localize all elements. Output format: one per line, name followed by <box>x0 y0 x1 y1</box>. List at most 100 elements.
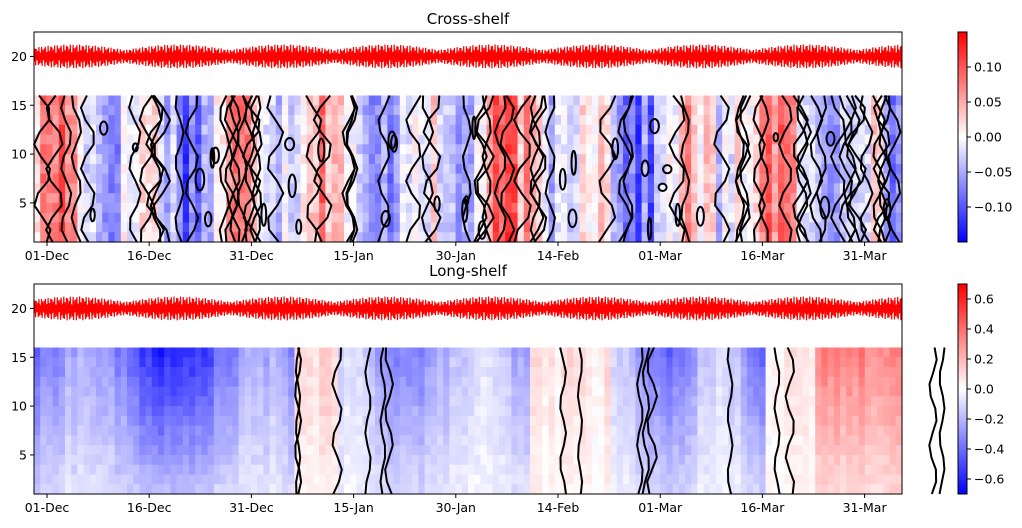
heatmap-cell <box>641 484 649 495</box>
heatmap-cell <box>585 115 593 126</box>
heatmap-cell <box>151 415 159 427</box>
heatmap-cell <box>592 347 599 358</box>
heatmap-cell <box>418 105 426 116</box>
heatmap-cell <box>827 415 835 427</box>
heatmap-cell <box>691 232 698 243</box>
heatmap-cell <box>114 202 122 214</box>
heatmap-cell <box>189 435 196 446</box>
heatmap-cell <box>244 95 252 106</box>
heatmap-cell <box>207 163 215 175</box>
heatmap-cell <box>461 415 469 427</box>
heatmap-cell <box>207 376 215 388</box>
heatmap-cell <box>96 134 103 145</box>
heatmap-cell <box>561 347 568 358</box>
heatmap-cell <box>282 454 289 466</box>
heatmap-cell <box>275 406 283 417</box>
heatmap-cell <box>536 115 543 126</box>
heatmap-cell <box>691 154 698 165</box>
heatmap-cell <box>114 396 122 407</box>
heatmap-cell <box>635 474 643 485</box>
heatmap-cell <box>561 425 568 436</box>
heatmap-cell <box>474 105 481 116</box>
heatmap-cell <box>734 154 742 165</box>
heatmap-cell <box>604 347 612 358</box>
heatmap-cell <box>108 367 116 378</box>
heatmap-cell <box>523 193 531 204</box>
heatmap-cell <box>393 435 401 446</box>
heatmap-cell <box>406 144 413 155</box>
heatmap-cell <box>660 445 667 456</box>
heatmap-cell <box>387 376 395 388</box>
heatmap-cell <box>641 347 649 358</box>
heatmap-cell <box>65 484 72 495</box>
heatmap-cell <box>499 222 506 233</box>
heatmap-cell <box>251 163 258 175</box>
heatmap-cell <box>660 232 667 243</box>
heatmap-cell <box>120 435 128 446</box>
heatmap-cell <box>412 183 419 194</box>
heatmap-cell <box>275 222 283 233</box>
heatmap-cell <box>46 367 54 378</box>
heatmap-cell <box>189 347 196 358</box>
heatmap-cell <box>275 454 283 466</box>
heatmap-cell <box>610 464 618 476</box>
heatmap-cell <box>691 396 698 407</box>
heatmap-cell <box>430 415 438 427</box>
heatmap-cell <box>864 144 872 155</box>
heatmap-cell <box>455 144 463 155</box>
heatmap-cell <box>77 474 85 485</box>
heatmap-cell <box>697 173 705 184</box>
heatmap-cell <box>523 484 531 495</box>
heatmap-cell <box>201 415 209 427</box>
heatmap-cell <box>629 173 636 184</box>
heatmap-cell <box>734 454 742 466</box>
heatmap-cell <box>449 134 457 145</box>
heatmap-cell <box>319 474 326 485</box>
heatmap-cell <box>685 222 692 233</box>
heatmap-cell <box>585 367 593 378</box>
heatmap-cell <box>697 396 705 407</box>
heatmap-cell <box>263 415 271 427</box>
heatmap-cell <box>424 183 432 194</box>
heatmap-cell <box>275 193 283 204</box>
heatmap-cell <box>821 367 829 378</box>
x-tick-label: 15-Jan <box>333 500 373 515</box>
heatmap-cell <box>294 367 302 378</box>
heatmap-cell <box>306 396 314 407</box>
heatmap-cell <box>288 124 295 136</box>
heatmap-cell <box>127 376 134 388</box>
heatmap-cell <box>815 202 822 214</box>
heatmap-cell <box>889 232 897 243</box>
heatmap-cell <box>46 134 54 145</box>
heatmap-cell <box>468 202 475 214</box>
heatmap-cell <box>108 232 116 243</box>
x-tick-label: 16-Mar <box>740 248 785 263</box>
heatmap-cell <box>108 173 116 184</box>
heatmap-cell <box>883 435 891 446</box>
heatmap-cell <box>641 435 649 446</box>
heatmap-cell <box>821 474 829 485</box>
heatmap-cell <box>840 454 847 466</box>
heatmap-cell <box>102 222 109 233</box>
heatmap-cell <box>430 386 438 397</box>
heatmap-cell <box>709 232 717 243</box>
heatmap-cell <box>784 163 791 175</box>
heatmap-cell <box>511 193 519 204</box>
heatmap-cell <box>610 445 618 456</box>
heatmap-cell <box>790 386 798 397</box>
heatmap-cell <box>709 484 717 495</box>
heatmap-cell <box>77 212 85 224</box>
cross-shelf-axes-frame <box>33 31 903 243</box>
heatmap-cell <box>666 376 674 388</box>
heatmap-cell <box>350 386 357 397</box>
heatmap-cell <box>65 464 72 476</box>
heatmap-cell <box>244 232 252 243</box>
heatmap-cell <box>213 212 221 224</box>
heatmap-cell <box>827 474 835 485</box>
heatmap-cell <box>505 396 512 407</box>
heatmap-cell <box>802 183 810 194</box>
heatmap-cell <box>201 347 209 358</box>
heatmap-cell <box>561 173 568 184</box>
contour-line <box>872 94 891 243</box>
heatmap-cell <box>561 454 568 466</box>
